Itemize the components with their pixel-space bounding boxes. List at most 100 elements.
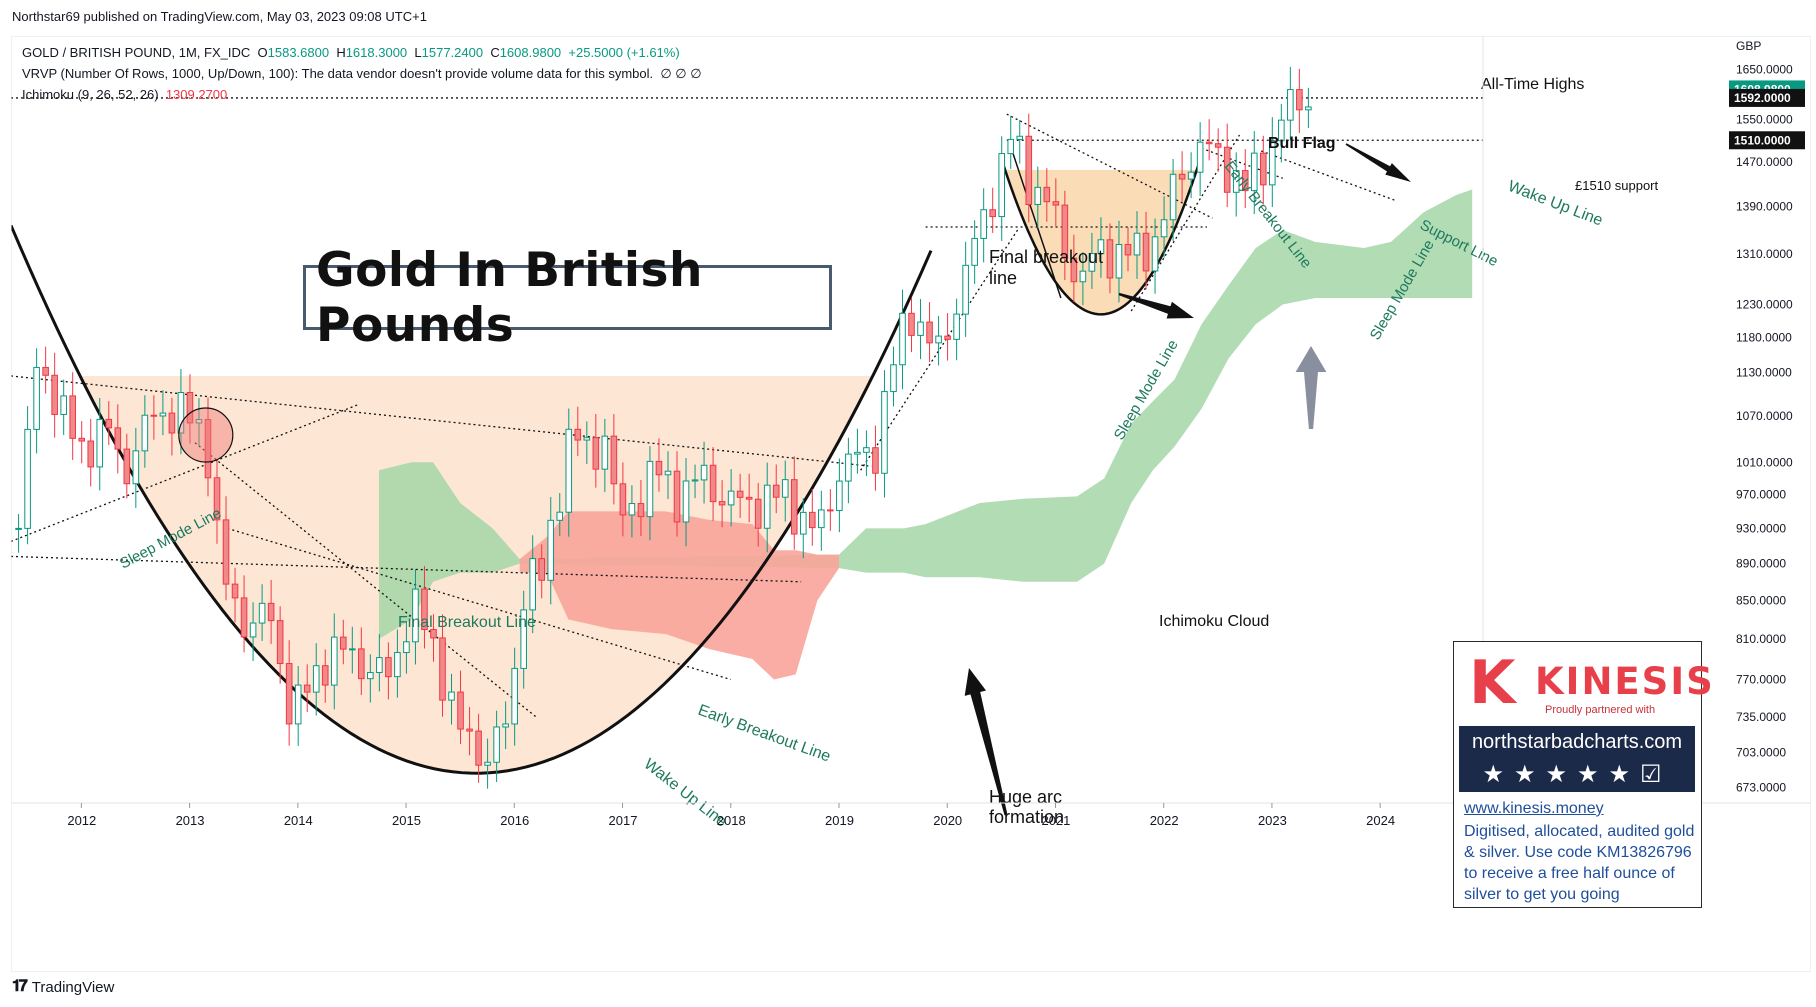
cup-bottom-arrow-icon <box>1295 346 1327 429</box>
candle-body <box>294 684 302 725</box>
candle-body <box>646 460 654 518</box>
legend-close: 1608.9800 <box>499 45 562 60</box>
candle-body <box>24 428 31 529</box>
legend-low: 1577.2400 <box>421 45 484 60</box>
support-1510-label: £1510 support <box>1575 178 1659 193</box>
ichimoku-cloud-red <box>519 511 839 680</box>
bull-flag-arrow-icon <box>1345 143 1411 182</box>
candle-body <box>628 503 636 516</box>
candle-body <box>249 622 257 638</box>
legend-open: 1583.6800 <box>267 45 330 60</box>
price-tick-label: 735.0000 <box>1736 710 1786 724</box>
candle-body <box>845 453 852 482</box>
early-breakout-label: Early Breakout Line <box>696 702 833 766</box>
legend-low-label: L <box>414 45 422 60</box>
candle-body <box>655 460 663 476</box>
candle-body <box>574 428 582 441</box>
year-tick-label: 2020 <box>933 813 962 828</box>
candle-body <box>1025 135 1033 206</box>
candle-body <box>980 209 987 239</box>
final-breakout-note-2: line <box>989 268 1017 288</box>
candle-body <box>457 691 464 730</box>
candle-body <box>511 667 518 725</box>
candle-body <box>159 412 167 417</box>
tradingview-footer[interactable]: 𝟏𝟕 TradingView <box>12 978 114 996</box>
price-tick-label: 1310.0000 <box>1736 247 1793 261</box>
candle-body <box>601 435 609 470</box>
year-tick-label: 2015 <box>392 813 421 828</box>
candle-body <box>312 665 320 693</box>
legend-ichimoku-text: Ichimoku (9, 26, 52, 26) <box>22 87 159 102</box>
legend-ichimoku: Ichimoku (9, 26, 52, 26) 1309.2700 <box>22 84 702 105</box>
candle-body <box>754 498 762 529</box>
candle-body <box>403 641 410 654</box>
huge-arc-note-2: formation <box>989 807 1064 827</box>
candle-body <box>222 519 230 585</box>
chart-legend: GOLD / BRITISH POUND, 1M, FX_IDC O1583.6… <box>22 42 702 105</box>
candle-body <box>358 648 365 680</box>
candle-body <box>637 503 645 518</box>
candle-body <box>1178 173 1186 180</box>
price-tick-label: 1130.0000 <box>1736 365 1792 379</box>
candle-body <box>1160 219 1168 238</box>
candle-body <box>1232 170 1240 193</box>
candle-body <box>556 511 564 521</box>
candle-body <box>998 153 1006 218</box>
candle-body <box>1269 140 1276 186</box>
rating-stars-icon: ★★★★★☑ <box>1482 761 1672 788</box>
bull-flag-cup-curve <box>1000 154 1203 316</box>
price-tick-label: 703.0000 <box>1736 745 1786 759</box>
legend-ichimoku-value: 1309.2700 <box>165 87 228 102</box>
candle-body <box>718 501 726 506</box>
year-tick-label: 2021 <box>1041 813 1070 828</box>
huge-arc-arrow-icon <box>964 668 1008 816</box>
candle-body <box>890 364 897 393</box>
ichimoku-cloud-label: Ichimoku Cloud <box>1159 613 1269 630</box>
candle-body <box>123 448 131 485</box>
candle-body <box>953 313 960 340</box>
candle-body <box>15 527 22 530</box>
candle-body <box>827 509 834 512</box>
year-tick-label: 2022 <box>1150 813 1179 828</box>
candle-body <box>673 470 681 523</box>
candle-body <box>1016 135 1024 140</box>
candle-body <box>1043 186 1051 203</box>
promo-card[interactable]: K KINESIS Proudly partnered with northst… <box>1453 641 1713 908</box>
final-breakout-note: Final breakout <box>989 247 1103 267</box>
bull-flag-label: Bull Flag <box>1268 135 1336 152</box>
candle-body <box>818 509 825 529</box>
price-tick-label: 1230.0000 <box>1736 298 1793 312</box>
candle-body <box>96 418 104 468</box>
candle-body <box>448 691 455 701</box>
candle-body <box>466 728 473 732</box>
candle-body <box>944 335 951 340</box>
candle-body <box>303 684 311 693</box>
kinesis-link[interactable]: www.kinesis.money <box>1464 800 1604 817</box>
price-tick-label: 1010.0000 <box>1736 455 1793 469</box>
candle-body <box>583 437 591 441</box>
candle-body <box>42 366 49 376</box>
candle-body <box>962 264 969 315</box>
candle-body <box>141 414 149 452</box>
price-tick-label: 1180.0000 <box>1736 331 1792 345</box>
price-tick-label: 1390.0000 <box>1736 200 1793 214</box>
candle-body <box>836 480 843 512</box>
candle-body <box>565 428 573 513</box>
candle-body <box>1070 257 1078 283</box>
candle-body <box>1223 146 1231 193</box>
candle-body <box>899 312 906 366</box>
candle-body <box>610 435 618 485</box>
chart-frame[interactable]: Sleep Mode Line Final Breakout Line Early … <box>11 36 1811 972</box>
price-badge-bg <box>1729 88 1805 107</box>
candle-body <box>763 484 771 529</box>
chart-title: Gold In British Pounds <box>316 242 703 353</box>
price-tick-label: 810.0000 <box>1736 632 1786 646</box>
candle-body <box>240 597 248 638</box>
year-tick-label: 2023 <box>1258 813 1287 828</box>
price-tick-label: 1070.0000 <box>1736 409 1793 423</box>
candle-body <box>204 419 212 479</box>
footer-brand: TradingView <box>31 978 115 996</box>
candle-body <box>1241 170 1249 192</box>
candle-body <box>781 479 789 498</box>
